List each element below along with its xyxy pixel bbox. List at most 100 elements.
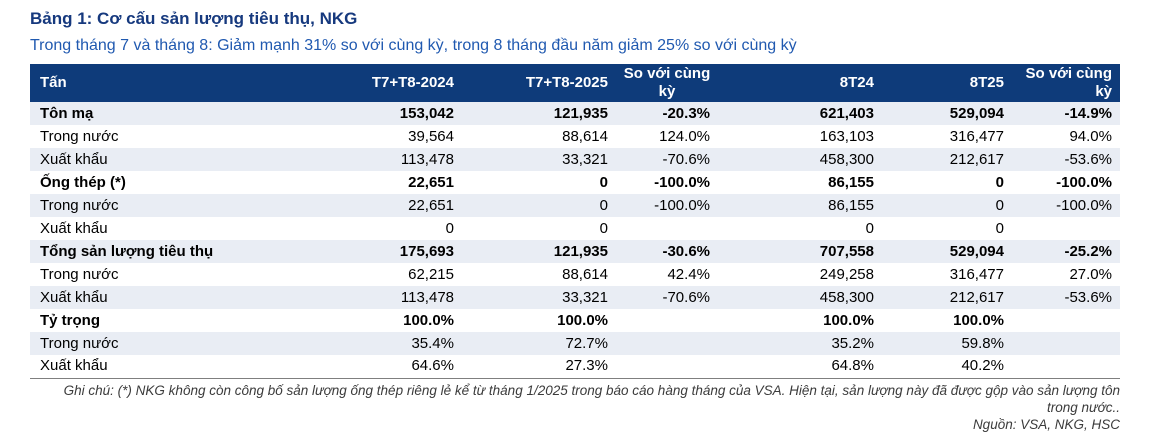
row-label: Trong nước (40, 334, 119, 352)
cell-value: 39,564 (408, 127, 454, 145)
row-label: Tổng sản lượng tiêu thụ (40, 242, 214, 260)
table-row: Tổng sản lượng tiêu thụ 175,693 121,935 -30… (30, 240, 1120, 263)
cell-value: 42.4% (667, 265, 710, 283)
row-label: Xuất khẩu (40, 150, 108, 168)
table-row: Tỷ trọng 100.0% 100.0% 100.0% 100.0% (30, 309, 1120, 332)
table-body: Tôn mạ 153,042 121,935 -20.3% 621,403 529,094… (30, 102, 1120, 378)
table-row: Xuất khẩu 64.6% 27.3% 64.8% 40.2% (30, 355, 1120, 378)
cell-value: 0 (995, 196, 1004, 214)
cell-value: 0 (599, 173, 608, 191)
column-header-unit: Tấn (30, 64, 310, 102)
table-row: Tôn mạ 153,042 121,935 -20.3% 621,403 529,094… (30, 102, 1120, 125)
cell-value: 0 (599, 196, 608, 214)
row-label: Trong nước (40, 127, 119, 145)
table-row: Xuất khẩu 0 0 0 0 (30, 217, 1120, 240)
cell-value: 458,300 (819, 288, 874, 306)
cell-value: 100.0% (403, 311, 454, 329)
cell-value: 100.0% (823, 311, 874, 329)
exhibit-title: Bảng 1: Cơ cấu sản lượng tiêu thụ, NKG (30, 9, 358, 28)
cell-value: 27.3% (565, 357, 608, 375)
cell-value: -53.6% (1064, 150, 1112, 168)
cell-value: 27.0% (1069, 265, 1112, 283)
cell-value: 0 (995, 173, 1004, 191)
table-row: Trong nước 62,215 88,614 42.4% 249,258 316,47… (30, 263, 1120, 286)
cell-value: 0 (865, 219, 874, 237)
cell-value: 86,155 (828, 196, 874, 214)
cell-value: 35.2% (831, 334, 874, 352)
column-header-yoy-months: So với cùng kỳ (616, 64, 718, 102)
cell-value: 94.0% (1069, 127, 1112, 145)
cell-value: -53.6% (1064, 288, 1112, 306)
row-label: Ống thép (*) (40, 173, 126, 191)
cell-value: -20.3% (662, 104, 710, 122)
cell-value: 121,935 (553, 104, 608, 122)
cell-value (616, 309, 718, 332)
cell-value: -25.2% (1064, 242, 1112, 260)
cell-value: 316,477 (949, 127, 1004, 145)
source-line: Nguồn: VSA, NKG, HSC (972, 416, 1120, 432)
column-header-t7t8-2025: T7+T8-2025 (462, 64, 616, 102)
cell-value: 59.8% (961, 334, 1004, 352)
cell-value: -100.0% (654, 196, 710, 214)
cell-value: -100.0% (1056, 196, 1112, 214)
footnote: Ghi chú: (*) NKG không còn công bố sản l… (63, 382, 1120, 415)
cell-value: 100.0% (953, 311, 1004, 329)
cell-value: 212,617 (949, 150, 1004, 168)
table-row: Trong nước 22,651 0 -100.0% 86,155 0 -100.0% (30, 194, 1120, 217)
table-header: Tấn T7+T8-2024 T7+T8-2025 So với cùng kỳ… (30, 64, 1120, 102)
exhibit-subtitle: Trong tháng 7 và tháng 8: Giảm mạnh 31% … (30, 37, 797, 54)
table-row: Xuất khẩu 113,478 33,321 -70.6% 458,300 212,6… (30, 286, 1120, 309)
cell-value: -70.6% (662, 150, 710, 168)
cell-value: 316,477 (949, 265, 1004, 283)
table-row: Xuất khẩu 113,478 33,321 -70.6% 458,300 212,6… (30, 148, 1120, 171)
cell-value: 153,042 (399, 104, 454, 122)
cell-value: 22,651 (408, 196, 454, 214)
table-footer: Ghi chú: (*) NKG không còn công bố sản l… (30, 382, 1120, 433)
cell-value: 35.4% (411, 334, 454, 352)
cell-value: 0 (445, 219, 454, 237)
cell-value (1012, 309, 1120, 332)
cell-value: 33,321 (562, 288, 608, 306)
cell-value: 249,258 (819, 265, 874, 283)
cell-value: 86,155 (828, 173, 874, 191)
column-header-t7t8-2024: T7+T8-2024 (310, 64, 462, 102)
cell-value: -100.0% (654, 173, 710, 191)
cell-value: -14.9% (1064, 104, 1112, 122)
cell-value: 707,558 (819, 242, 874, 260)
cell-value: 113,478 (400, 150, 454, 168)
cell-value: 529,094 (949, 242, 1004, 260)
cell-value: 33,321 (562, 150, 608, 168)
cell-value: 64.8% (831, 357, 874, 375)
row-label: Xuất khẩu (40, 219, 108, 237)
cell-value: 121,935 (553, 242, 608, 260)
consumption-volume-table: Tấn T7+T8-2024 T7+T8-2025 So với cùng kỳ… (30, 64, 1120, 379)
row-label: Xuất khẩu (40, 357, 108, 375)
cell-value: 113,478 (400, 288, 454, 306)
cell-value: 72.7% (565, 334, 608, 352)
row-label: Trong nước (40, 196, 119, 214)
row-label: Tỷ trọng (40, 311, 100, 329)
row-label: Trong nước (40, 265, 119, 283)
cell-value: 529,094 (949, 104, 1004, 122)
cell-value: 88,614 (562, 265, 608, 283)
cell-value: -100.0% (1056, 173, 1112, 191)
row-label: Xuất khẩu (40, 288, 108, 306)
cell-value (1012, 355, 1120, 378)
column-header-8t25: 8T25 (882, 64, 1012, 102)
cell-value: 212,617 (949, 288, 1004, 306)
cell-value: 0 (599, 219, 608, 237)
cell-value: 621,403 (819, 104, 874, 122)
cell-value: 40.2% (961, 357, 1004, 375)
cell-value: 62,215 (408, 265, 454, 283)
cell-value: 458,300 (819, 150, 874, 168)
column-header-8t24: 8T24 (718, 64, 882, 102)
column-header-yoy-ytd: So với cùng kỳ (1012, 64, 1120, 102)
cell-value (616, 217, 718, 240)
cell-value: 124.0% (659, 127, 710, 145)
cell-value: 0 (995, 219, 1004, 237)
table-header-row: Tấn T7+T8-2024 T7+T8-2025 So với cùng kỳ… (30, 64, 1120, 102)
cell-value (616, 332, 718, 355)
cell-value: 163,103 (819, 127, 874, 145)
row-label: Tôn mạ (40, 104, 94, 122)
